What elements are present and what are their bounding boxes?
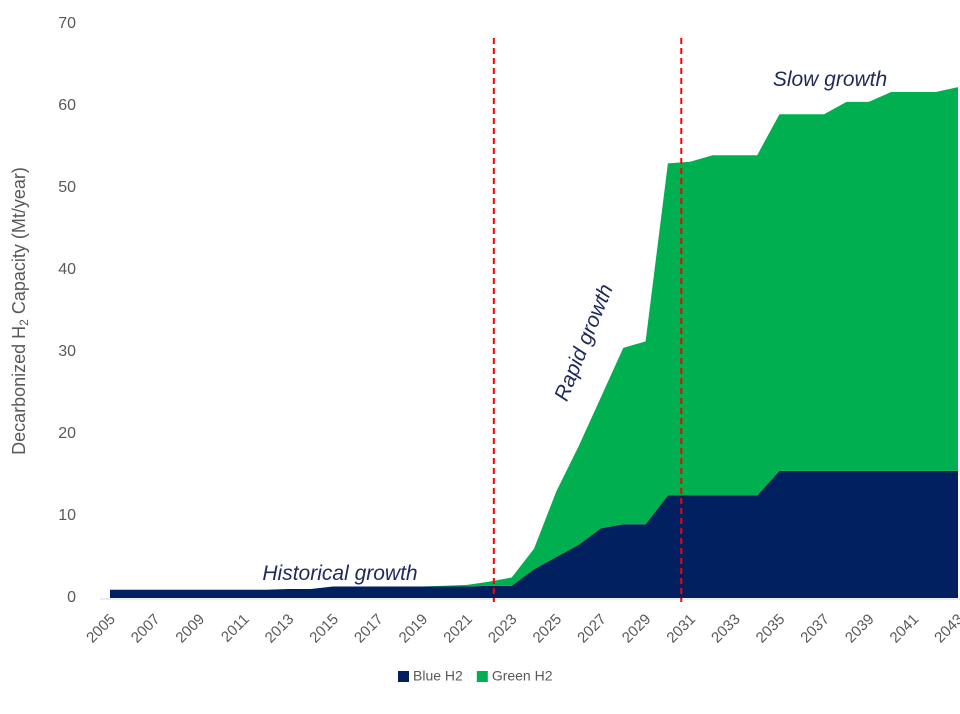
legend-swatch xyxy=(476,671,488,682)
x-tick-label: 2021 xyxy=(440,611,476,647)
x-tick-label: 2007 xyxy=(128,611,164,647)
y-tick-label: 20 xyxy=(58,425,76,442)
x-tick-label: 2009 xyxy=(172,611,208,647)
y-tick-label: 60 xyxy=(58,97,76,114)
legend-label: Blue H2 xyxy=(413,668,463,684)
y-label-part: Capacity (Mt/year) xyxy=(9,167,29,319)
y-tick-label: 30 xyxy=(58,343,76,360)
area xyxy=(110,87,958,590)
x-tick-label: 2015 xyxy=(306,611,342,647)
x-tick-label: 2011 xyxy=(218,611,253,646)
x-tick-label: 2019 xyxy=(396,611,432,647)
area xyxy=(110,470,958,598)
y-tick-label: 10 xyxy=(58,507,76,524)
y-label-part: Decarbonized H xyxy=(9,326,29,455)
y-tick-label: 50 xyxy=(58,179,76,196)
x-tick-label: 2013 xyxy=(262,611,298,647)
x-tick-label: 2027 xyxy=(574,611,610,647)
y-axis-label: Decarbonized H2 Capacity (Mt/year) xyxy=(9,167,31,455)
y-tick-label: 70 xyxy=(58,15,76,32)
legend-swatch xyxy=(398,671,409,682)
x-tick-label: 2025 xyxy=(530,611,566,647)
legend-label: Green H2 xyxy=(492,668,553,684)
x-tick-label: 2041 xyxy=(887,611,923,647)
x-tick-label: 2031 xyxy=(663,611,699,647)
y-tick-label: 40 xyxy=(58,261,76,278)
x-tick-label: 2043 xyxy=(931,611,960,647)
x-tick-label: 2005 xyxy=(83,611,119,647)
annotation: Historical growth xyxy=(262,562,417,585)
x-tick-label: 2033 xyxy=(708,611,744,647)
x-tick-label: 2023 xyxy=(485,611,521,647)
annotation: Slow growth xyxy=(773,68,887,91)
y-tick-label: 0 xyxy=(67,589,76,606)
y-label-subscript: 2 xyxy=(17,319,31,326)
x-tick-label: 2029 xyxy=(619,611,655,647)
x-tick-label: 2017 xyxy=(351,611,387,647)
x-tick-label: 2039 xyxy=(842,611,878,647)
x-tick-label: 2037 xyxy=(797,611,833,647)
x-tick-label: 2035 xyxy=(753,611,789,647)
